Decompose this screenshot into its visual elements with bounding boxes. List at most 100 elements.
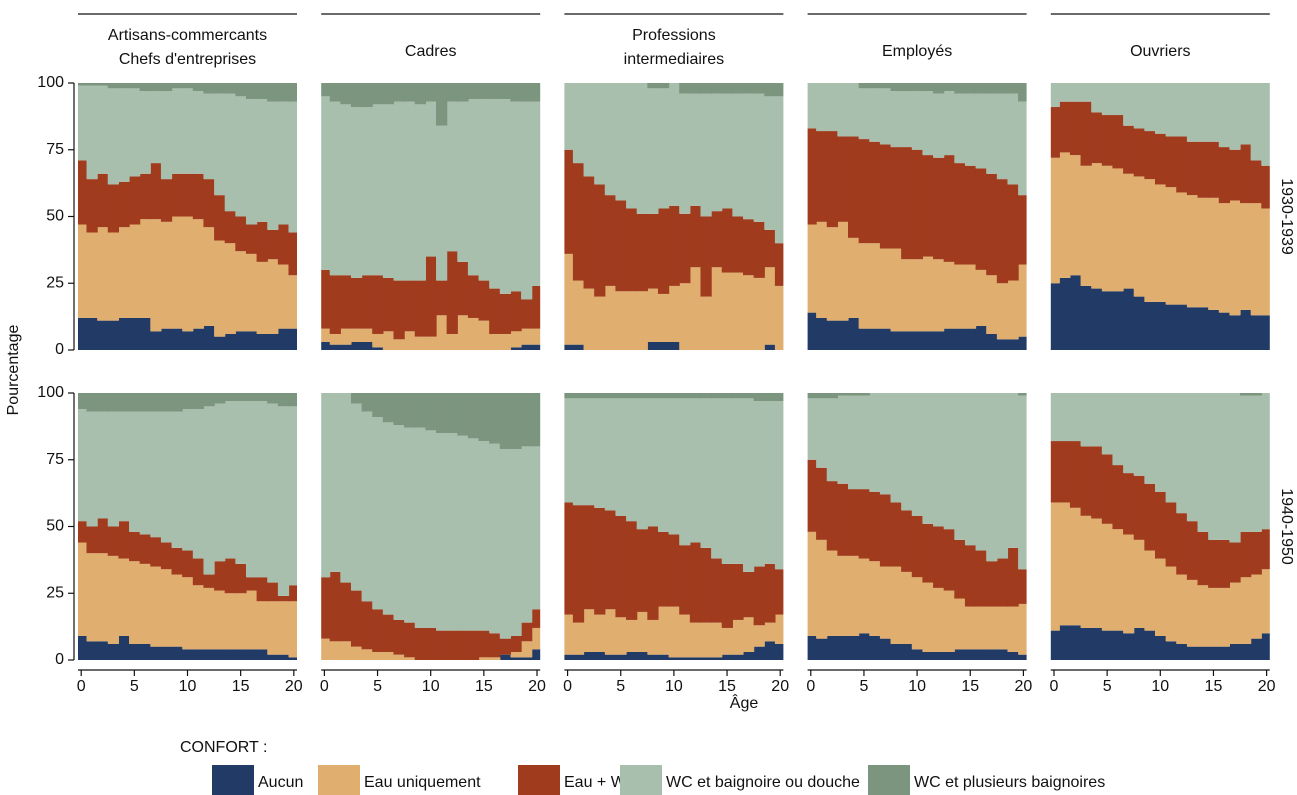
stack-segment: [224, 558, 236, 594]
stack-segment: [499, 83, 512, 100]
stack-segment: [118, 393, 130, 412]
stack-segment: [943, 155, 955, 262]
stack-segment: [288, 406, 297, 586]
stack-segment: [689, 393, 702, 399]
stack-segment: [1059, 152, 1071, 278]
stack-segment: [647, 654, 659, 660]
stack-segment: [890, 331, 902, 350]
stack-segment: [933, 526, 945, 588]
stack-segment: [340, 344, 352, 350]
stack-segment: [858, 139, 870, 244]
stack-segment: [901, 331, 913, 350]
stack-segment: [636, 213, 648, 292]
stack-segment: [964, 328, 977, 350]
stack-segment: [1250, 315, 1262, 350]
stack-segment: [97, 411, 109, 519]
stack-segment: [256, 577, 268, 602]
stack-segment: [160, 393, 173, 412]
stack-segment: [858, 83, 870, 89]
stack-segment: [743, 219, 755, 276]
stack-segment: [1144, 550, 1156, 631]
stack-segment: [986, 649, 998, 660]
stack-segment: [594, 614, 606, 652]
stack-segment: [943, 651, 955, 660]
stack-segment: [1165, 136, 1177, 188]
stack-segment: [78, 317, 88, 350]
stack-segment: [1154, 184, 1167, 302]
stack-segment: [1133, 296, 1145, 350]
stack-segment: [679, 657, 691, 660]
stack-segment: [858, 393, 870, 396]
legend-label: Eau uniquement: [364, 774, 481, 791]
stack-segment: [901, 510, 913, 572]
stack-segment: [1018, 83, 1027, 102]
stack-segment: [86, 317, 98, 350]
stack-segment: [521, 446, 533, 623]
stack-segment: [933, 93, 945, 158]
stack-segment: [668, 205, 680, 286]
stack-segment: [1261, 393, 1270, 530]
stack-segment: [118, 317, 130, 350]
stack-segment: [1091, 518, 1103, 628]
stack-segment: [604, 398, 617, 511]
stack-segment: [499, 638, 512, 655]
stack-segment: [869, 328, 881, 350]
stack-segment: [901, 571, 913, 644]
stack-segment: [340, 328, 352, 345]
stack-segment: [107, 88, 119, 185]
stack-segment: [816, 221, 828, 318]
stack-segment: [78, 542, 88, 636]
stack-segment: [774, 401, 784, 570]
stack-segment: [1018, 569, 1027, 604]
stack-segment: [711, 211, 723, 268]
stack-segment: [256, 83, 268, 100]
stack-segment: [393, 83, 405, 102]
x-tick-label: 5: [373, 678, 382, 695]
stack-segment: [510, 331, 522, 348]
stack-segment: [531, 101, 541, 286]
stack-segment: [636, 529, 648, 612]
stack-segment: [329, 83, 341, 102]
stack-segment: [404, 427, 416, 623]
stack-segment: [1080, 627, 1092, 660]
stack-segment: [361, 341, 373, 350]
stack-segment: [1197, 585, 1209, 647]
stack-segment: [869, 141, 881, 244]
stack-segment: [1218, 587, 1231, 647]
stack-segment: [986, 333, 998, 350]
stack-segment: [700, 296, 712, 350]
stack-segment: [764, 393, 776, 402]
stack-segment: [689, 398, 702, 543]
stack-segment: [107, 83, 119, 89]
stack-segment: [890, 83, 902, 92]
stack-segment: [943, 529, 955, 591]
stack-segment: [382, 614, 395, 652]
stack-segment: [636, 291, 648, 350]
stack-segment: [1250, 160, 1262, 204]
stack-segment: [890, 248, 902, 332]
stack-segment: [1080, 101, 1092, 166]
stack-segment: [869, 393, 881, 492]
stack-segment: [858, 558, 870, 634]
stack-segment: [647, 88, 659, 214]
stack-segment: [478, 280, 490, 321]
stack-segment: [636, 83, 648, 214]
stack-segment: [1007, 651, 1019, 660]
stack-segment: [647, 526, 659, 620]
stack-segment: [1069, 393, 1082, 442]
stack-segment: [267, 654, 279, 660]
stack-segment: [743, 398, 755, 572]
stack-segment: [267, 582, 279, 602]
stack-segment: [753, 93, 765, 222]
stack-segment: [489, 333, 501, 350]
stack-segment: [1154, 635, 1167, 660]
stack-segment: [1165, 393, 1177, 503]
stack-segment: [1250, 203, 1262, 316]
stack-segment: [869, 491, 881, 562]
stack-segment: [711, 657, 723, 660]
stack-segment: [1176, 513, 1188, 575]
x-tick-label: 10: [179, 678, 197, 695]
stack-segment: [826, 320, 838, 350]
stack-segment: [954, 539, 966, 599]
stack-segment: [1186, 83, 1199, 142]
